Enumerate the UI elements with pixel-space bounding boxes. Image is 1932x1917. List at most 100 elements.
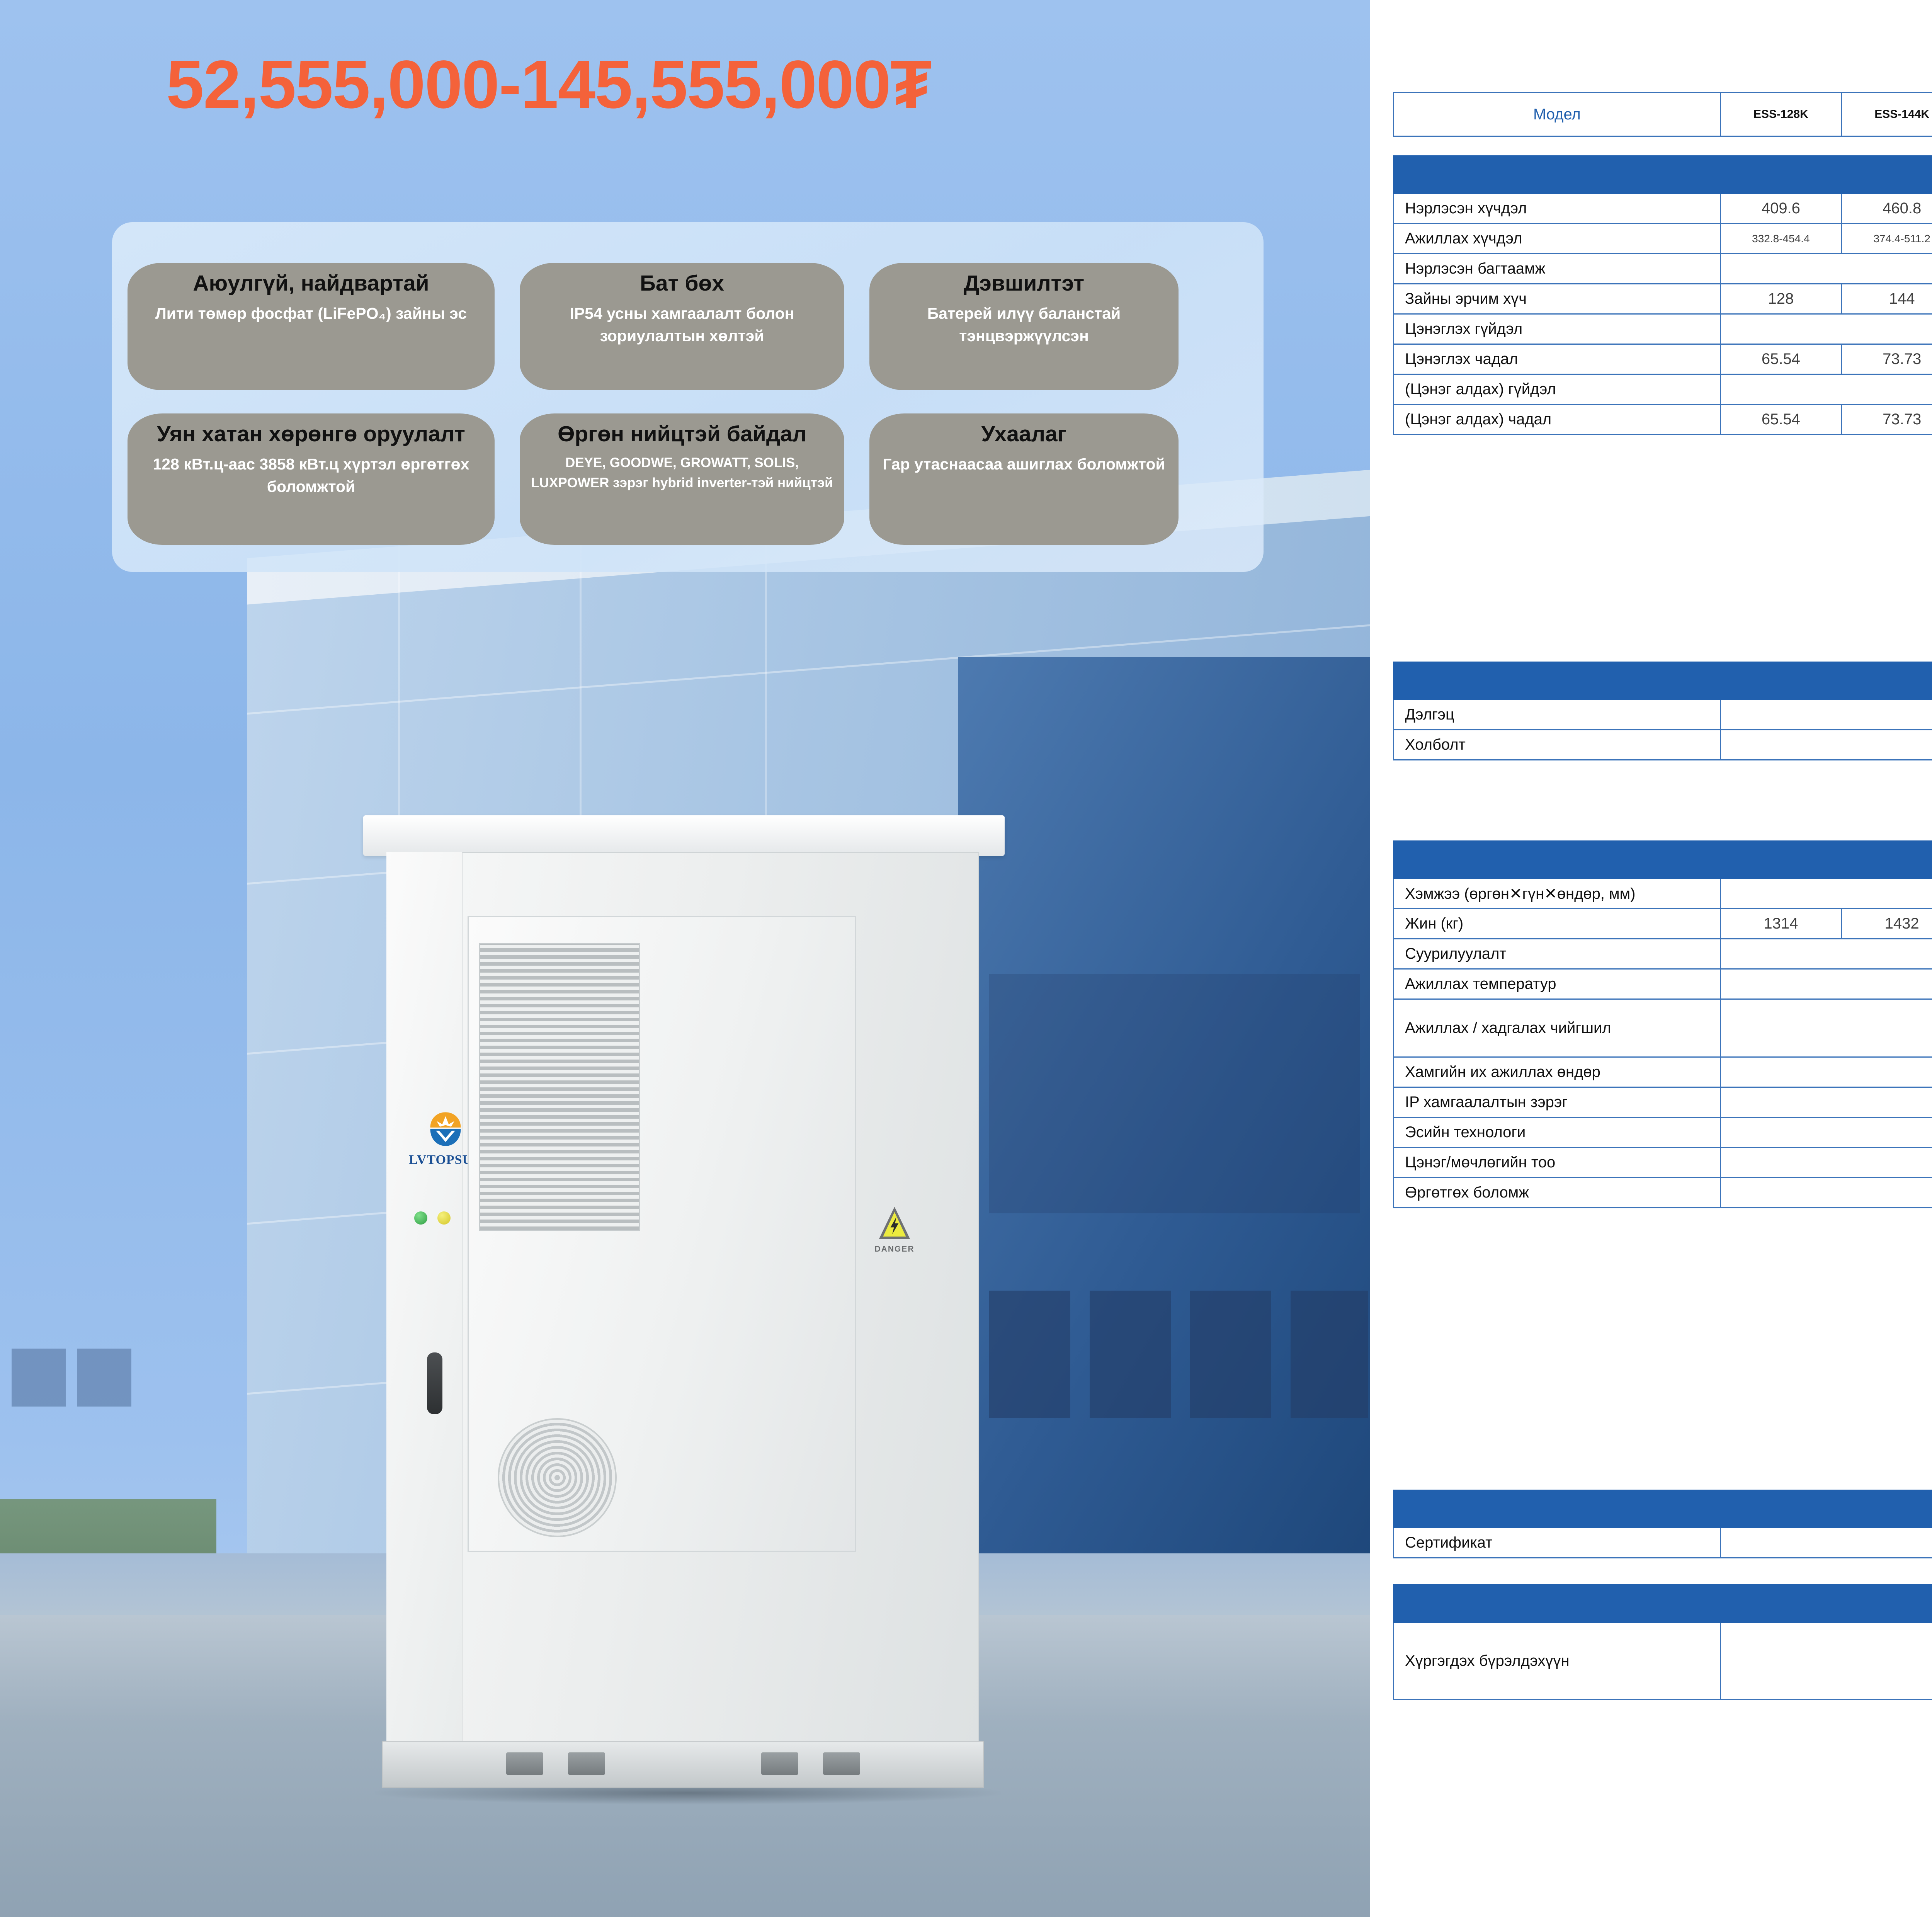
- section-header-row: Харилцаа холбоо: [1393, 662, 1932, 700]
- row-value: ≤95% RH: [1719, 998, 1932, 1058]
- row-value-1: 332.8-454.4: [1719, 223, 1842, 254]
- row-label: Дэлгэц: [1393, 699, 1721, 730]
- feature-card-safety[interactable]: Аюулгүй, найдвартай Лити төмөр фосфат (L…: [128, 263, 495, 390]
- row-value-2: 374.4-511.2: [1841, 223, 1932, 254]
- table-row: Жин (кг)13141432155016681786190420222140: [1393, 908, 1932, 939]
- table-row: Хэмжээ (өргөн✕гүн✕өндөр, мм)1260×1160×23…: [1393, 878, 1932, 909]
- section-title: Захиалга: [1393, 1584, 1932, 1623]
- row-value-2: 73.73: [1841, 344, 1932, 375]
- feature-card-title: Аюулгүй, найдвартай: [193, 271, 429, 296]
- table-row: Эсийн технологиЛити төмөр фосфат (LiFePO…: [1393, 1117, 1932, 1148]
- table-row: Цэнэг/мөчлөгийн тоо6000 эргэлт@ 80% DOD/…: [1393, 1147, 1932, 1178]
- window-pane: [989, 1291, 1070, 1418]
- base-slot: [823, 1752, 860, 1775]
- row-label: IP хамгаалалтын зэрэг: [1393, 1087, 1721, 1118]
- base-slot: [568, 1752, 605, 1775]
- feature-card-title: Ухаалаг: [981, 422, 1067, 446]
- row-value: ≤2000 m: [1719, 1056, 1932, 1088]
- row-value: шаланд: [1719, 938, 1932, 970]
- row-value: 7 инч /16:9/ мэдрэгчтэй дэлгэц: [1719, 699, 1932, 730]
- row-label: (Цэнэг алдах) чадал: [1393, 404, 1721, 435]
- cabinet-base: [382, 1741, 984, 1788]
- row-value-1: 65.54: [1719, 344, 1842, 375]
- spec-table-performance: МоделESS-128KESS-144KESS-160KESS-176KESS…: [1393, 92, 1932, 435]
- base-slot: [761, 1752, 798, 1775]
- table-row: Нэрлэсэн хүчдэл409.6460.8512563.2614.466…: [1393, 193, 1932, 224]
- row-label: Холболт: [1393, 729, 1721, 760]
- row-label: Ажиллах температур: [1393, 968, 1721, 1000]
- base-slot: [506, 1752, 543, 1775]
- cabinet-door-handle[interactable]: [427, 1352, 442, 1414]
- table-row: СертификатCE, UN38.3: [1393, 1527, 1932, 1558]
- row-label: Нэрлэсэн хүчдэл: [1393, 193, 1721, 224]
- table-row: Өргөтгөх боломжMax 16 баттерай параллель: [1393, 1177, 1932, 1208]
- feature-card-smart[interactable]: Ухаалаг Гар утаснаасаа ашиглах боломжтой: [869, 413, 1179, 545]
- table-row: Хамгийн их ажиллах өндөр≤2000 m: [1393, 1056, 1932, 1088]
- row-value-line: ESS-192K / ESS-208K / ESS-225K / ESS-241…: [1721, 1661, 1932, 1684]
- row-label: Ажиллах / хадгалах чийгшил: [1393, 998, 1721, 1058]
- row-value-1: 1314: [1719, 908, 1842, 939]
- feature-card-title: Уян хатан хөрөнгө оруулалт: [157, 422, 465, 446]
- row-value: CAN: [1719, 729, 1932, 760]
- table-row: Хүргэгдэх бүрэлдэхүүнESS-128K / ESS-144K…: [1393, 1622, 1932, 1700]
- model-column-2: ESS-144K: [1841, 92, 1932, 137]
- window-pane: [1291, 1291, 1368, 1418]
- feature-card-compatible[interactable]: Өргөн нийцтэй байдал DEYE, GOODWE, GROWA…: [520, 413, 844, 545]
- row-label: Сертификат: [1393, 1527, 1721, 1558]
- row-label: Ажиллах хүчдэл: [1393, 223, 1721, 254]
- row-label: Суурилуулалт: [1393, 938, 1721, 970]
- status-led-yellow: [437, 1211, 451, 1225]
- model-column-1: ESS-128K: [1719, 92, 1842, 137]
- section-header-row: Үзүүлэлт: [1393, 155, 1932, 194]
- table-row: Цэнэглэх гүйдэл160: [1393, 313, 1932, 345]
- feature-card-subtitle: Батерей илүү баланстай тэнцвэржүүлсэн: [927, 304, 1121, 345]
- row-label: (Цэнэг алдах) гүйдэл: [1393, 374, 1721, 405]
- row-value: Лити төмөр фосфат (LiFePO₄) зайны эс: [1719, 1117, 1932, 1148]
- row-value-2: 144: [1841, 283, 1932, 315]
- row-value-line: ESS-128K / ESS-144K / ESS-160K / ESS-176…: [1721, 1638, 1932, 1661]
- window-pane: [1190, 1291, 1271, 1418]
- table-row: Ажиллах хүчдэл332.8-454.4374.4-511.2416-…: [1393, 223, 1932, 254]
- row-value: ESS-128K / ESS-144K / ESS-160K / ESS-176…: [1719, 1622, 1932, 1700]
- feature-card-flexible[interactable]: Уян хатан хөрөнгө оруулалт 128 кВт.ц-аас…: [128, 413, 495, 545]
- price-headline: 52,555,000-145,555,000₮: [166, 47, 932, 122]
- table-row: (Цэнэг алдах) чадал65.5473.7381.9290.119…: [1393, 404, 1932, 435]
- row-value: Max 16 баттерай параллель: [1719, 1177, 1932, 1208]
- table-row: Зайны эрчим хүч128144160176192208225241: [1393, 283, 1932, 315]
- feature-card-title: Бат бөх: [639, 271, 724, 296]
- status-led-green: [414, 1211, 427, 1225]
- row-label: Эсийн технологи: [1393, 1117, 1721, 1148]
- spacer-cell: [1394, 136, 1932, 156]
- row-label: Зайны эрчим хүч: [1393, 283, 1721, 315]
- row-value: 1260×1160×2320: [1719, 878, 1932, 909]
- row-value: IP54: [1719, 1087, 1932, 1118]
- spec-table-standards: Стандартын нийцэлСертификатCE, UN38.3: [1393, 1490, 1932, 1558]
- cabinet-vent-grille: [479, 943, 640, 1231]
- table-row: ХолболтCAN: [1393, 729, 1932, 760]
- row-value-1: 409.6: [1719, 193, 1842, 224]
- cabinet-top-cover: [363, 815, 1005, 856]
- sun-wave-logo-icon: [430, 1112, 461, 1146]
- feature-card-durable[interactable]: Бат бөх IP54 усны хамгаалалт болон зориу…: [520, 263, 844, 390]
- section-title: Ерөнхий үзүүлэлтүүд: [1393, 840, 1932, 879]
- row-value-1: 128: [1719, 283, 1842, 315]
- feature-card-advanced[interactable]: Дэвшилтэт Батерей илүү баланстай тэнцвэр…: [869, 263, 1179, 390]
- row-label: Цэнэглэх чадал: [1393, 344, 1721, 375]
- feature-card-subtitle: IP54 усны хамгаалалт болон зориулалтын х…: [570, 304, 794, 345]
- row-value-2: 460.8: [1841, 193, 1932, 224]
- table-row: Цэнэглэх чадал65.5473.7381.9290.1198.310…: [1393, 344, 1932, 375]
- row-label: Хэмжээ (өргөн✕гүн✕өндөр, мм): [1393, 878, 1721, 909]
- row-value-2: 73.73: [1841, 404, 1932, 435]
- left-hero-panel: 52,555,000-145,555,000₮ Аюулгүй, найдвар…: [0, 0, 1370, 1917]
- row-value: 6000 эргэлт@ 80% DOD/25℃/0.5C，60%EOL: [1719, 1147, 1932, 1178]
- model-header-row: МоделESS-128KESS-144KESS-160KESS-176KESS…: [1393, 92, 1932, 137]
- row-value-1: 65.54: [1719, 404, 1842, 435]
- cabinet-fan-grille: [498, 1418, 617, 1537]
- section-title: Үзүүлэлт: [1393, 155, 1932, 194]
- model-header-label: Модел: [1393, 92, 1721, 137]
- row-label: Жин (кг): [1393, 908, 1721, 939]
- row-value: 314: [1719, 253, 1932, 284]
- window-pane: [77, 1349, 131, 1407]
- row-value-2: 1432: [1841, 908, 1932, 939]
